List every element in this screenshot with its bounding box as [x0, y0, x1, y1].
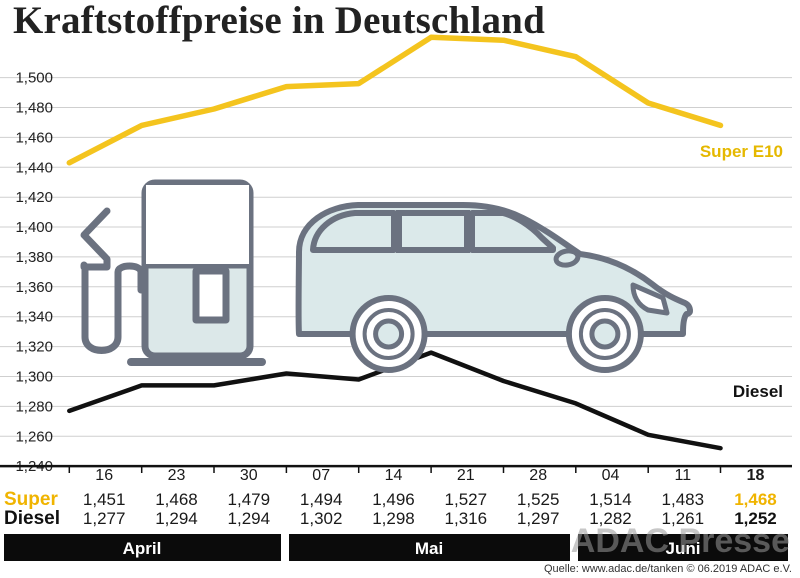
svg-text:1,360: 1,360: [15, 279, 53, 296]
svg-text:1,280: 1,280: [15, 398, 53, 415]
svg-text:1,468: 1,468: [155, 490, 198, 509]
svg-text:Super: Super: [4, 489, 58, 510]
svg-text:1,316: 1,316: [445, 509, 488, 528]
svg-text:1,380: 1,380: [15, 249, 53, 266]
svg-text:1,340: 1,340: [15, 309, 53, 326]
svg-text:1,460: 1,460: [15, 129, 53, 146]
svg-text:21: 21: [457, 467, 475, 484]
svg-text:1,468: 1,468: [734, 490, 777, 509]
svg-text:Super E10: Super E10: [700, 142, 783, 161]
svg-text:07: 07: [312, 467, 330, 484]
svg-text:1,297: 1,297: [517, 509, 560, 528]
svg-text:23: 23: [168, 467, 186, 484]
svg-text:Diesel: Diesel: [4, 508, 60, 529]
svg-text:14: 14: [385, 467, 403, 484]
svg-text:Diesel: Diesel: [733, 382, 783, 401]
svg-text:1,302: 1,302: [300, 509, 343, 528]
svg-text:1,494: 1,494: [300, 490, 343, 509]
svg-text:1,479: 1,479: [228, 490, 271, 509]
svg-text:1,451: 1,451: [83, 490, 126, 509]
svg-text:1,300: 1,300: [15, 369, 53, 386]
svg-text:1,260: 1,260: [15, 428, 53, 445]
svg-text:1,525: 1,525: [517, 490, 560, 509]
svg-text:28: 28: [529, 467, 547, 484]
svg-text:16: 16: [95, 467, 113, 484]
svg-text:1,320: 1,320: [15, 339, 53, 356]
svg-text:1,440: 1,440: [15, 159, 53, 176]
svg-text:1,400: 1,400: [15, 219, 53, 236]
svg-text:1,483: 1,483: [662, 490, 705, 509]
svg-text:18: 18: [747, 467, 765, 484]
svg-text:04: 04: [602, 467, 620, 484]
svg-text:1,527: 1,527: [445, 490, 488, 509]
svg-text:1,277: 1,277: [83, 509, 126, 528]
svg-text:Mai: Mai: [415, 539, 443, 558]
svg-text:1,294: 1,294: [228, 509, 271, 528]
svg-text:1,480: 1,480: [15, 100, 53, 117]
svg-text:30: 30: [240, 467, 258, 484]
svg-text:11: 11: [674, 467, 691, 484]
svg-text:ADAC Presse: ADAC Presse: [571, 522, 790, 560]
svg-text:1,298: 1,298: [372, 509, 415, 528]
svg-text:1,514: 1,514: [589, 490, 632, 509]
svg-text:1,500: 1,500: [15, 70, 53, 87]
svg-text:1,294: 1,294: [155, 509, 198, 528]
svg-text:April: April: [123, 539, 162, 558]
svg-text:1,420: 1,420: [15, 189, 53, 206]
svg-text:1,496: 1,496: [372, 490, 415, 509]
svg-text:Quelle: www.adac.de/tanken ©: Quelle: www.adac.de/tanken © 06.2019 ADA…: [544, 563, 792, 575]
